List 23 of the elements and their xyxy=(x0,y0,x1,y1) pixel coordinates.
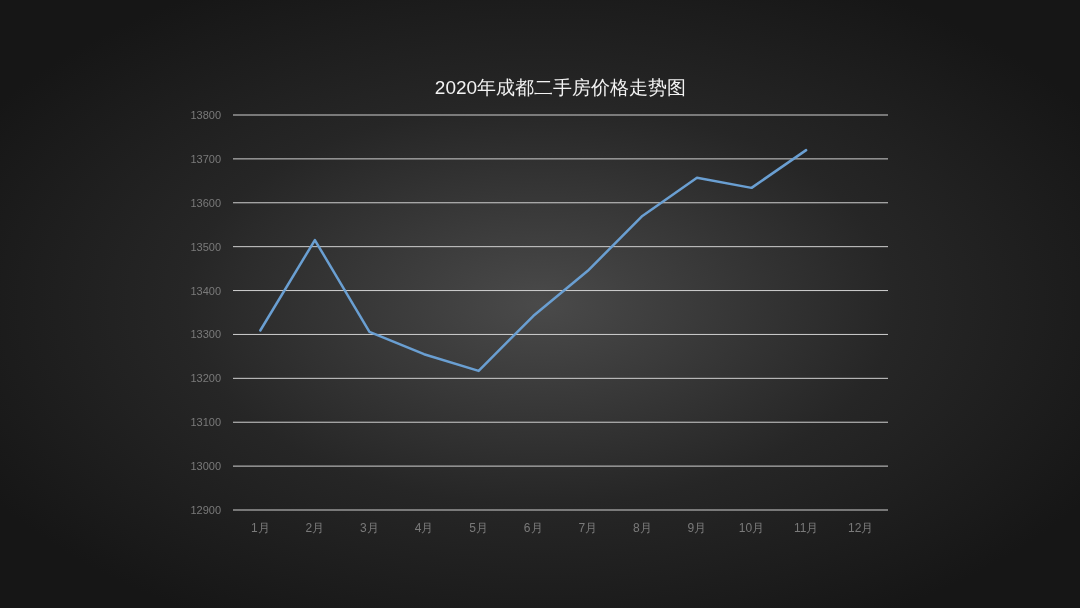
y-tick-label: 13000 xyxy=(190,460,221,473)
x-tick-label: 4月 xyxy=(414,521,434,535)
y-tick-label: 13100 xyxy=(190,416,221,429)
x-tick-label: 12月 xyxy=(848,521,874,535)
y-tick-label: 13800 xyxy=(190,109,221,121)
x-tick-label: 6月 xyxy=(523,521,543,535)
chart-title: 2020年成都二手房价格走势图 xyxy=(434,77,687,98)
x-tick-label: 3月 xyxy=(360,521,379,535)
x-tick-label: 8月 xyxy=(633,521,652,535)
y-tick-label: 13700 xyxy=(190,152,221,165)
x-tick-label: 7月 xyxy=(578,521,598,535)
x-tick-label: 10月 xyxy=(738,521,765,535)
y-tick-label: 13500 xyxy=(190,240,221,253)
x-tick-label: 2月 xyxy=(305,521,325,535)
y-tick-label: 12900 xyxy=(190,504,221,516)
y-tick-label: 13300 xyxy=(190,328,221,341)
x-tick-label: 5月 xyxy=(469,521,488,535)
y-tick-label: 13400 xyxy=(190,284,221,297)
x-tick-label: 1月 xyxy=(250,521,270,535)
x-tick-label: 11月 xyxy=(793,521,819,535)
y-tick-label: 13200 xyxy=(190,372,221,385)
x-tick-label: 9月 xyxy=(687,521,707,535)
y-tick-label: 13600 xyxy=(190,196,221,209)
